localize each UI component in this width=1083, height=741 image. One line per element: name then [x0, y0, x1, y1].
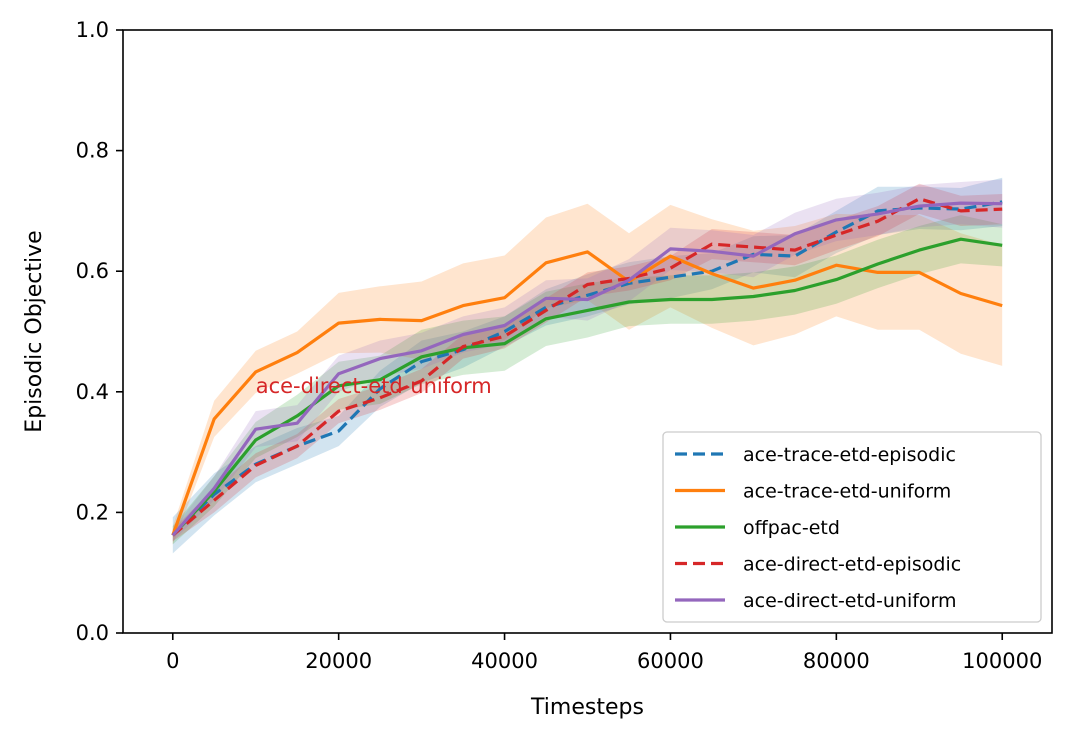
series-line-0: [171, 200, 1003, 537]
x-axis-title: Timesteps: [530, 695, 644, 720]
legend-label-4: ace-direct-etd-uniform: [743, 590, 957, 612]
series-line-4: [171, 201, 1003, 537]
confidence-band-0: [172, 177, 1003, 554]
x-tick-label: 60000: [637, 649, 704, 673]
y-tick-label: 0.4: [76, 380, 109, 404]
plot-frame: [122, 29, 1053, 634]
y-tick-label: 0.2: [76, 500, 109, 524]
y-axis-title: Episodic Objective: [22, 230, 47, 432]
series-lines: [171, 197, 1003, 537]
x-tick-label: 0: [166, 649, 179, 673]
x-tick-label: 20000: [305, 649, 372, 673]
ticks: 0 20000 40000 60000 80000 100000 0.0 0.2 0.4 0.6 0…: [76, 18, 1043, 673]
y-tick-label: 0.6: [76, 259, 109, 283]
legend-label-0: ace-trace-etd-episodic: [743, 444, 956, 466]
x-tick-label: 100000: [962, 649, 1042, 673]
legend-box: [662, 431, 1042, 623]
y-tick-label: 1.0: [76, 18, 109, 42]
y-tick-label: 0.8: [76, 139, 109, 163]
legend: ace-trace-etd-episodic ace-trace-etd-unif…: [662, 431, 1042, 623]
annotation-label: ace-direct-etd-uniform: [256, 374, 492, 398]
y-tick-label: 0.0: [76, 621, 109, 645]
confidence-band-4: [172, 179, 1003, 542]
axes: [122, 29, 1053, 634]
series-line-3: [171, 197, 1003, 537]
legend-label-3: ace-direct-etd-episodic: [743, 554, 961, 576]
legend-label-2: offpac-etd: [743, 517, 840, 539]
legend-label-1: ace-trace-etd-uniform: [743, 481, 951, 503]
confidence-band-2: [172, 215, 1003, 545]
x-tick-label: 80000: [803, 649, 870, 673]
x-tick-label: 40000: [471, 649, 538, 673]
